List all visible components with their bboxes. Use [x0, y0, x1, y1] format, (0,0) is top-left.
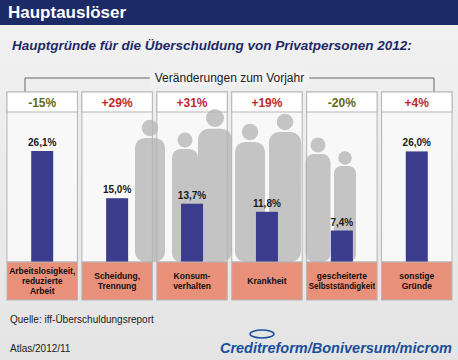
panel: [7, 92, 77, 262]
category-label-line: Selbstständigkeit: [309, 281, 376, 291]
category-label: Krankheit: [247, 276, 286, 286]
silhouette-body: [135, 138, 165, 262]
change-box: [157, 92, 227, 112]
silhouette-head: [242, 124, 259, 141]
silhouette-head: [277, 114, 294, 131]
data-label: 7,4%: [330, 217, 353, 228]
bar: [31, 151, 53, 262]
background: [0, 0, 458, 360]
data-label: 15,0%: [103, 184, 131, 195]
change-box: [382, 92, 452, 112]
category-box: [232, 262, 302, 300]
category-label-line: reduzierte: [22, 276, 63, 286]
texts: 26,1% 15,0% 13,7% 11,8% 7,4% 26,0% -15% +29% +31…: [28, 96, 431, 228]
category-label-line: Krankheit: [247, 276, 286, 286]
change-label: -15%: [28, 96, 56, 110]
category-box: [307, 262, 377, 300]
bar: [331, 231, 353, 262]
silhouette-head: [338, 151, 352, 165]
category-label: gescheiterteSelbstständigkeit: [309, 271, 376, 291]
bar: [256, 212, 278, 262]
change-label: +19%: [251, 96, 282, 110]
silhouette-head: [311, 138, 326, 153]
silhouette-body: [306, 154, 331, 262]
category-label: Konsum-verhalten: [173, 271, 211, 291]
category-box: [382, 262, 452, 300]
category-label-line: verhalten: [173, 281, 211, 291]
footer: Atlas/2012/11: [10, 343, 71, 354]
category-box: [7, 262, 77, 300]
silhouette-head: [142, 120, 159, 137]
category-axis: Arbeitslosigkeit,reduzierteArbeit Scheidu…: [7, 262, 452, 300]
category-box: [82, 262, 152, 300]
annotation-group: Veränderungen zum Vorjahr: [150, 71, 309, 85]
category-label: Arbeitslosigkeit,reduzierteArbeit: [9, 266, 75, 296]
category-label-line: gescheiterte: [317, 271, 367, 281]
category-label: Scheidung,Trennung: [94, 271, 140, 291]
category-label-line: Konsum-: [174, 271, 211, 281]
silhouette-head: [178, 133, 193, 148]
change-label: +4%: [405, 96, 430, 110]
change-label: +31%: [177, 96, 208, 110]
category-label-line: sonstige: [399, 271, 434, 281]
credit: Creditreform/Boniversum/microm: [220, 340, 452, 356]
annotation-bg: [150, 71, 309, 85]
change-label: -20%: [328, 96, 356, 110]
change-label: +29%: [102, 96, 133, 110]
bars: [31, 151, 428, 262]
header-bar: [0, 0, 458, 25]
bar: [181, 204, 203, 262]
category-label-line: Scheidung,: [94, 271, 140, 281]
change-box: [307, 92, 377, 112]
chart-svg: Hauptauslöser Hauptgründe für die Übersch…: [0, 0, 458, 360]
change-box: [232, 92, 302, 112]
source: Quelle: iff-Überschuldungsreport: [10, 314, 154, 325]
category-label-line: Arbeit: [30, 286, 55, 296]
subtitle: Hauptgründe für die Überschuldung von Pr…: [12, 38, 412, 53]
data-label: 11,8%: [253, 198, 281, 209]
data-label: 13,7%: [178, 190, 206, 201]
bar: [106, 198, 128, 262]
silhouette-head: [206, 109, 224, 127]
panel: [382, 92, 452, 262]
change-box: [7, 92, 77, 112]
category-label-line: Arbeitslosigkeit,: [9, 266, 75, 276]
title: Hauptauslöser: [8, 3, 126, 22]
silhouettes: [135, 109, 356, 262]
category-label: sonstigeGründe: [399, 271, 434, 291]
data-label: 26,1%: [28, 137, 56, 148]
bar: [406, 151, 428, 262]
category-box: [157, 262, 227, 300]
category-label-line: Gründe: [402, 281, 432, 291]
category-label-line: Trennung: [98, 281, 137, 291]
panels: [7, 92, 452, 262]
panel: [232, 92, 302, 262]
data-label: 26,0%: [403, 137, 431, 148]
change-box: [82, 92, 152, 112]
logo-emblem: [250, 330, 274, 338]
annotation: Veränderungen zum Vorjahr: [155, 71, 304, 85]
